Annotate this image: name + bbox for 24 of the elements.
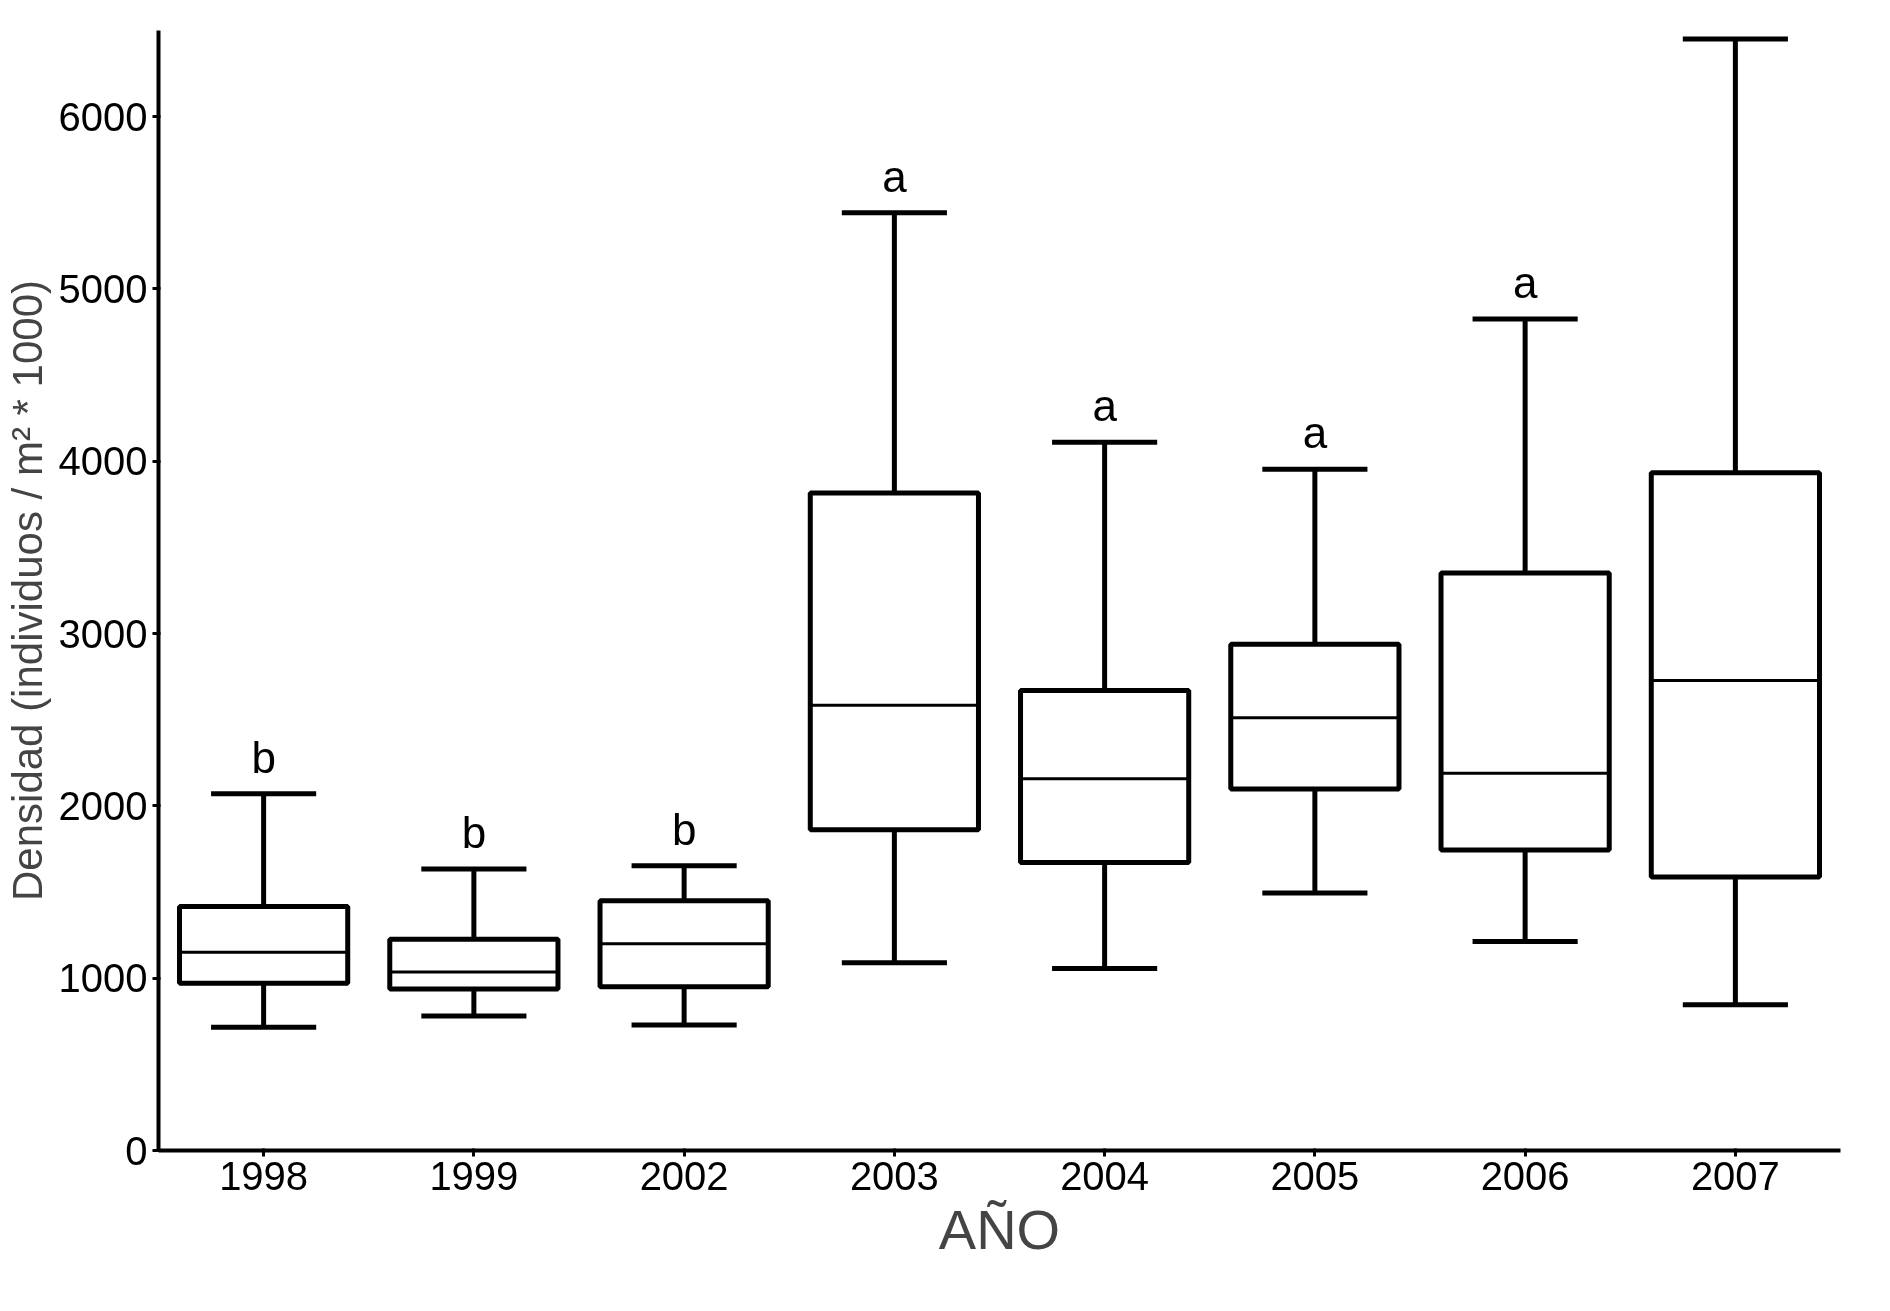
- y-axis-title: Densidad (individuos / m² * 1000): [3, 280, 51, 901]
- x-axis-title: AÑO: [938, 1197, 1061, 1261]
- x-tick-label: 2007: [1690, 1153, 1780, 1198]
- x-tick-label: 2006: [1480, 1153, 1570, 1198]
- x-tick-label: 1998: [219, 1153, 309, 1198]
- annotation: b: [671, 804, 697, 854]
- y-tick-label: 2000: [58, 783, 148, 828]
- annotation: a: [882, 151, 908, 201]
- y-tick-label: 5000: [58, 266, 148, 311]
- y-tick-label: 6000: [58, 94, 148, 139]
- y-tick-label: 0: [125, 1128, 148, 1173]
- x-tick-label: 2005: [1270, 1153, 1360, 1198]
- annotation: a: [1092, 381, 1118, 431]
- x-tick-label: 1999: [429, 1153, 519, 1198]
- x-tick-label: 2004: [1060, 1153, 1150, 1198]
- y-tick-label: 1000: [58, 956, 148, 1001]
- x-tick-label: 2003: [849, 1153, 939, 1198]
- annotation: a: [1512, 257, 1538, 307]
- x-tick-label: 2002: [639, 1153, 729, 1198]
- annotation: b: [251, 732, 276, 782]
- y-tick-label: 4000: [58, 439, 148, 484]
- annotation: a: [1302, 408, 1328, 458]
- y-tick-label: 3000: [58, 611, 148, 656]
- annotation: b: [461, 808, 487, 858]
